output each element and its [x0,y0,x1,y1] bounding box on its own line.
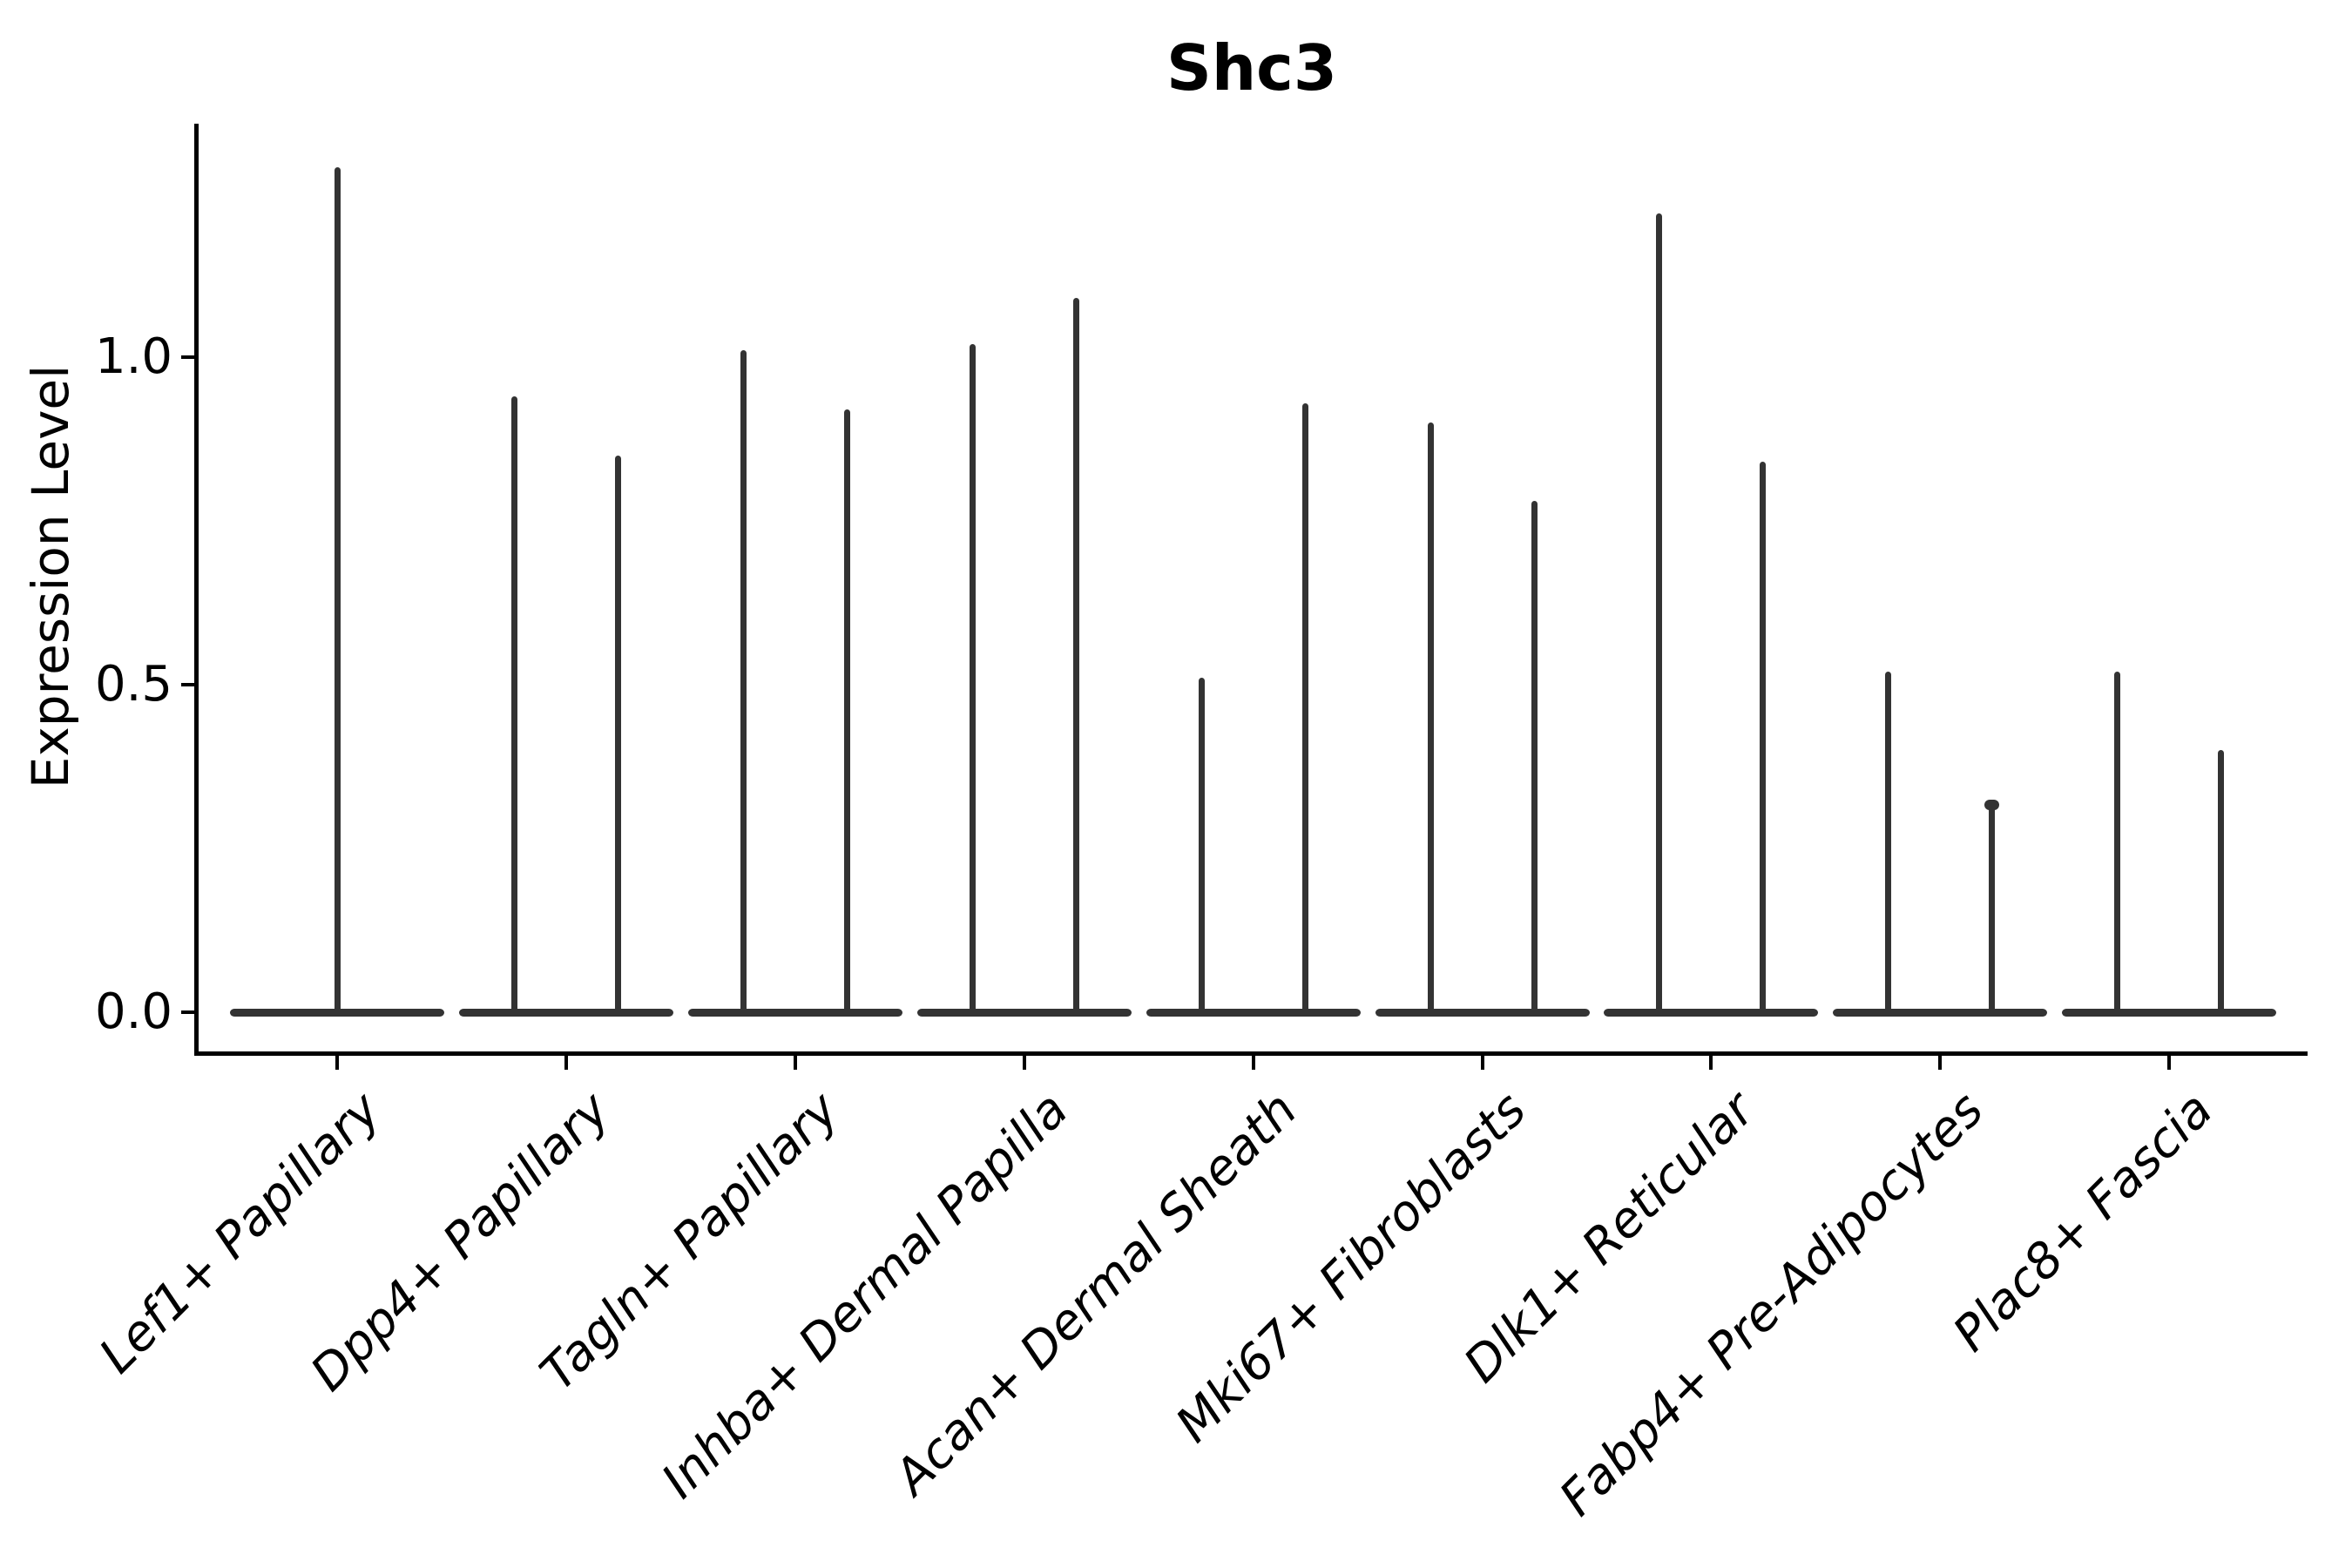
violin-base [230,1008,444,1017]
y-tick-label: 1.0 [94,328,172,385]
violin-spike [969,343,976,1010]
y-tick-mark [181,683,197,686]
violin-spike [1301,402,1308,1010]
y-axis-spine [194,124,199,1056]
violin-base [2062,1008,2277,1017]
x-tick-mark [1480,1055,1484,1070]
x-axis-spine [194,1051,2308,1056]
x-tick-mark [1251,1055,1255,1070]
violin-base [1604,1008,1819,1017]
y-axis-label: Expression Level [21,364,80,789]
x-tick-mark [2167,1055,2172,1070]
violin-spike [1760,462,1767,1010]
violin-spike [1989,802,1996,1010]
violin-spike [740,350,747,1010]
y-tick-mark [181,355,197,359]
x-tick-mark [564,1055,568,1070]
violin-spike [843,409,850,1010]
chart-title: Shc3 [1166,31,1337,105]
violin-spike [2218,750,2225,1010]
violin-spike [510,396,517,1010]
violin-spike [1427,422,1434,1010]
violin-spike [1531,501,1538,1010]
violin-base [458,1008,673,1017]
violin-spike [1656,213,1663,1010]
x-tick-mark [1938,1055,1943,1070]
violin-spike [334,166,341,1010]
violin-spike [1072,298,1079,1010]
violin-base [687,1008,902,1017]
violin-knob [1984,800,2000,811]
x-tick-mark [1709,1055,1713,1070]
violin-spike [614,455,621,1010]
x-tick-mark [335,1055,339,1070]
violin-base [916,1008,1132,1017]
violin-spike [2114,671,2121,1010]
violin-spike [1198,678,1205,1010]
y-tick-label: 0.0 [94,983,172,1040]
violin-base [1833,1008,2048,1017]
x-tick-label: Fabp4+ Pre-Adipocytes [1549,1081,1995,1527]
x-tick-label: Inhba+ Dermal Papilla [651,1081,1079,1510]
y-tick-mark [181,1010,197,1014]
x-tick-label: Acan+ Dermal Sheath [883,1081,1308,1506]
violin-spike [1885,671,1892,1010]
y-tick-label: 0.5 [94,656,172,713]
violin-base [1375,1008,1590,1017]
x-tick-mark [793,1055,797,1070]
violin-base [1146,1008,1361,1017]
x-tick-mark [1022,1055,1026,1070]
